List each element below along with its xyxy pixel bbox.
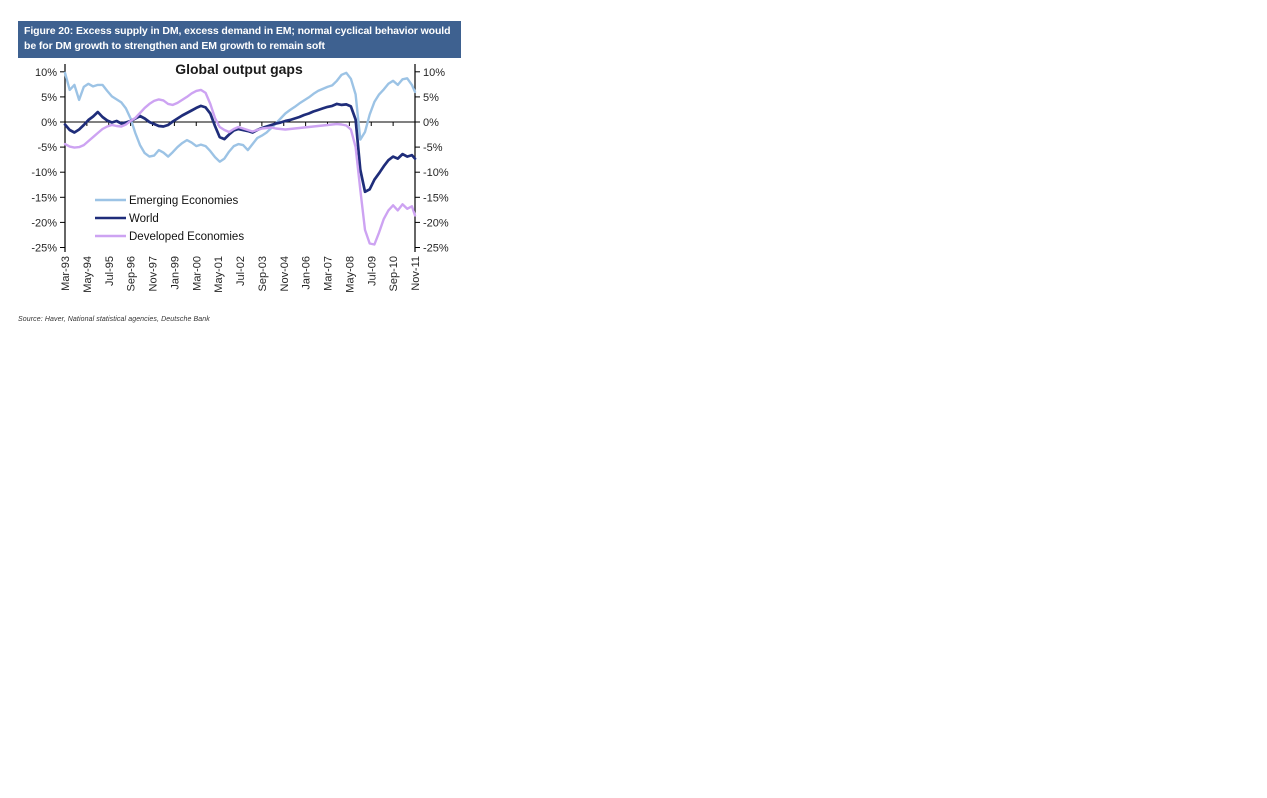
left-y-tick-label: -25% [31, 243, 57, 255]
series-line-emerging-economies [63, 71, 417, 163]
source-note: Source: Haver, National statistical agen… [18, 316, 210, 323]
right-y-tick-label: 10% [423, 67, 445, 79]
figure-caption-line-2: be for DM growth to strengthen and EM gr… [24, 40, 325, 52]
x-tick-label: Jul-95 [104, 256, 116, 286]
x-tick-label: Jan-99 [169, 256, 181, 290]
series-line-developed-economies [63, 88, 417, 246]
series-line-world [63, 102, 417, 194]
x-tick-label: Sep-03 [257, 256, 269, 291]
figure-caption-line-1: Figure 20: Excess supply in DM, excess d… [24, 25, 451, 37]
right-y-tick-label: -5% [423, 142, 443, 154]
x-tick-label: Mar-93 [60, 256, 72, 291]
right-y-tick-label: -25% [423, 243, 449, 255]
x-tick-label: Nov-04 [279, 256, 291, 291]
x-tick-label: Jul-09 [366, 256, 378, 286]
left-y-tick-label: -5% [37, 142, 57, 154]
x-tick-label: Mar-07 [323, 256, 335, 291]
x-tick-label: Nov-97 [148, 256, 160, 291]
left-y-tick-label: -20% [31, 217, 57, 229]
right-y-tick-label: -15% [423, 192, 449, 204]
left-y-tick-label: 0% [41, 117, 57, 129]
figure-caption-bar: Figure 20: Excess supply in DM, excess d… [18, 21, 461, 58]
x-tick-label: Mar-00 [191, 256, 203, 291]
chart-canvas: Global output gaps 10% 10% 5% 5% 0% 0% -5% -5% -1… [31, 61, 449, 293]
x-tick-label: May-08 [344, 256, 356, 293]
right-y-tick-label: -20% [423, 217, 449, 229]
x-tick-label: May-94 [82, 256, 94, 293]
right-y-tick-label: -10% [423, 167, 449, 179]
right-y-tick-label: 5% [423, 92, 439, 104]
x-tick-label: May-01 [213, 256, 225, 293]
chart-title: Global output gaps [175, 61, 303, 77]
x-tick-label: Jan-06 [301, 256, 313, 290]
x-tick-label: Nov-11 [410, 256, 422, 291]
x-tick-label: Sep-10 [388, 256, 400, 291]
left-y-tick-label: 10% [35, 67, 57, 79]
left-y-tick-label: 5% [41, 92, 57, 104]
right-y-tick-label: 0% [423, 117, 439, 129]
x-tick-label: Sep-96 [126, 256, 138, 291]
left-y-tick-label: -15% [31, 192, 57, 204]
legend-label-developed-economies: Developed Economies [129, 231, 244, 243]
legend-label-emerging-economies: Emerging Economies [129, 195, 239, 207]
global-output-gaps-chart: Global output gaps 10% 10% 5% 5% 0% 0% -5% -5% -1… [10, 56, 480, 306]
legend-label-world: World [129, 213, 159, 225]
x-tick-label: Jul-02 [235, 256, 247, 286]
left-y-tick-label: -10% [31, 167, 57, 179]
